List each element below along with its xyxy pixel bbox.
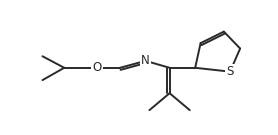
Text: N: N	[141, 54, 150, 67]
Text: O: O	[92, 61, 101, 74]
Text: S: S	[226, 65, 234, 78]
